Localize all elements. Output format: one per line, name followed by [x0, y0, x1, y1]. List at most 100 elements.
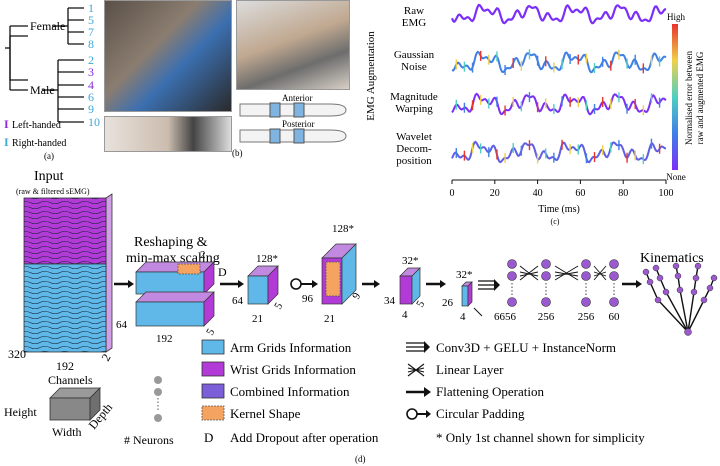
block4-width: 4	[460, 311, 466, 323]
legend-wrist: Wrist Grids Information	[230, 362, 356, 377]
colorbar	[672, 24, 678, 170]
legend-dropout-key: D	[204, 430, 213, 445]
reshape-dim-192: 192	[156, 333, 173, 345]
legend-arm-swatch	[201, 339, 225, 355]
neurons-3: 60	[609, 311, 621, 323]
series-line-3	[451, 140, 667, 164]
arrow-reshape-head	[128, 280, 134, 288]
input-dim-width: 192	[56, 359, 74, 373]
neuron-2-0	[581, 259, 591, 269]
female-label: Female	[30, 19, 65, 33]
male-id-3: 3	[88, 65, 94, 79]
circular-padding-icon-1	[290, 278, 302, 290]
male-id-9: 9	[88, 102, 94, 116]
block2-channels: 128*	[332, 223, 354, 235]
neuron-3-0	[609, 259, 619, 269]
input-title: Input	[34, 169, 64, 184]
legend-flatten: Flattening Operation	[436, 384, 544, 399]
finger-bone-0	[645, 271, 689, 333]
panel-d: Input (raw & filtered sEMG) 320 192 2 Re…	[4, 169, 718, 464]
finger-bone-2	[675, 265, 689, 333]
female-id-8: 8	[88, 37, 94, 51]
panel-d-caption: (d)	[355, 454, 366, 464]
block1-height: 64	[232, 295, 244, 307]
finger-joint-2-1	[674, 272, 682, 280]
finger-bone-4	[687, 277, 715, 333]
neuron-3-2	[609, 297, 619, 307]
arrow-padding-1-head	[312, 280, 318, 288]
neuron-3-1	[609, 271, 619, 281]
finger-joint-0-2	[642, 268, 650, 276]
kinematics-title: Kinematics	[640, 251, 704, 266]
legend-height: Height	[4, 405, 37, 419]
male-id-4: 4	[88, 78, 94, 92]
hand-skeleton-icon	[642, 262, 718, 336]
finger-joint-0-1	[646, 278, 654, 286]
series-label-3-line-1: Decom-	[396, 143, 432, 155]
legend-linear-icon	[407, 363, 425, 377]
arm-diagram-anterior	[239, 102, 347, 118]
legend-neuron-1	[154, 376, 162, 384]
neuron-1-1	[541, 271, 551, 281]
conv-block-1	[247, 265, 279, 305]
finger-joint-3-2	[694, 262, 702, 270]
block2-width: 21	[324, 313, 335, 325]
finger-joint-0-0	[654, 296, 662, 304]
colorbar-label-line-2: raw and augmented EMG	[695, 51, 705, 144]
finger-joint-3-0	[690, 288, 698, 296]
legend-width: Width	[52, 425, 82, 439]
arrow-kinematics-head	[636, 280, 642, 288]
neurons-1: 256	[538, 311, 555, 323]
series-line-2	[451, 92, 667, 116]
block3-width: 4	[402, 309, 408, 321]
series-label-2-line-1: Warping	[395, 103, 433, 115]
male-id-10: 10	[88, 115, 100, 129]
x-tick-label-60: 60	[575, 188, 585, 199]
legend-linear: Linear Layer	[436, 362, 504, 377]
conv-block-3	[399, 267, 421, 305]
input-subtitle: (raw & filtered sEMG)	[16, 187, 90, 196]
block4-height: 26	[442, 297, 454, 309]
dims-legend-cube	[49, 387, 101, 421]
arm-diagram-posterior	[239, 128, 347, 144]
series-line-group	[450, 3, 667, 165]
input-dim-depth: 2	[98, 351, 113, 363]
finger-joint-3-1	[692, 274, 700, 282]
block1-depth: 5	[272, 300, 285, 311]
neuron-0-2	[507, 297, 517, 307]
reshape-dim-2: 2	[200, 249, 206, 261]
x-tick-label-0: 0	[450, 188, 455, 199]
series-label-0-line-1: EMG	[402, 17, 427, 29]
finger-joint-2-0	[676, 286, 684, 294]
finger-joint-2-2	[672, 262, 680, 270]
input-block	[23, 193, 113, 353]
series-label-1-line-0: Gaussian	[394, 49, 435, 61]
block4-depth-tick	[473, 307, 483, 317]
wrist-joint	[684, 328, 692, 336]
series-label-3-line-0: Wavelet	[396, 131, 432, 143]
participant-tree	[5, 7, 84, 123]
block3-depth: 5	[414, 298, 427, 309]
neuron-2-2	[581, 297, 591, 307]
legend-channels: Channels	[48, 373, 93, 387]
finger-bone-1	[655, 267, 689, 333]
series-label-1-line-1: Noise	[401, 61, 427, 73]
panel-c-caption: (c)	[551, 217, 560, 226]
anterior-label: Anterior	[282, 93, 313, 103]
arrow-conv1-head	[238, 280, 244, 288]
arrow-conv3-head	[374, 280, 380, 288]
linear-layer-0	[519, 265, 539, 281]
colorbar-high-label: High	[667, 12, 686, 22]
legend-left-label: Left-handed	[12, 120, 61, 131]
neuron-0-1	[507, 271, 517, 281]
x-axis-label: Time (ms)	[538, 204, 580, 215]
